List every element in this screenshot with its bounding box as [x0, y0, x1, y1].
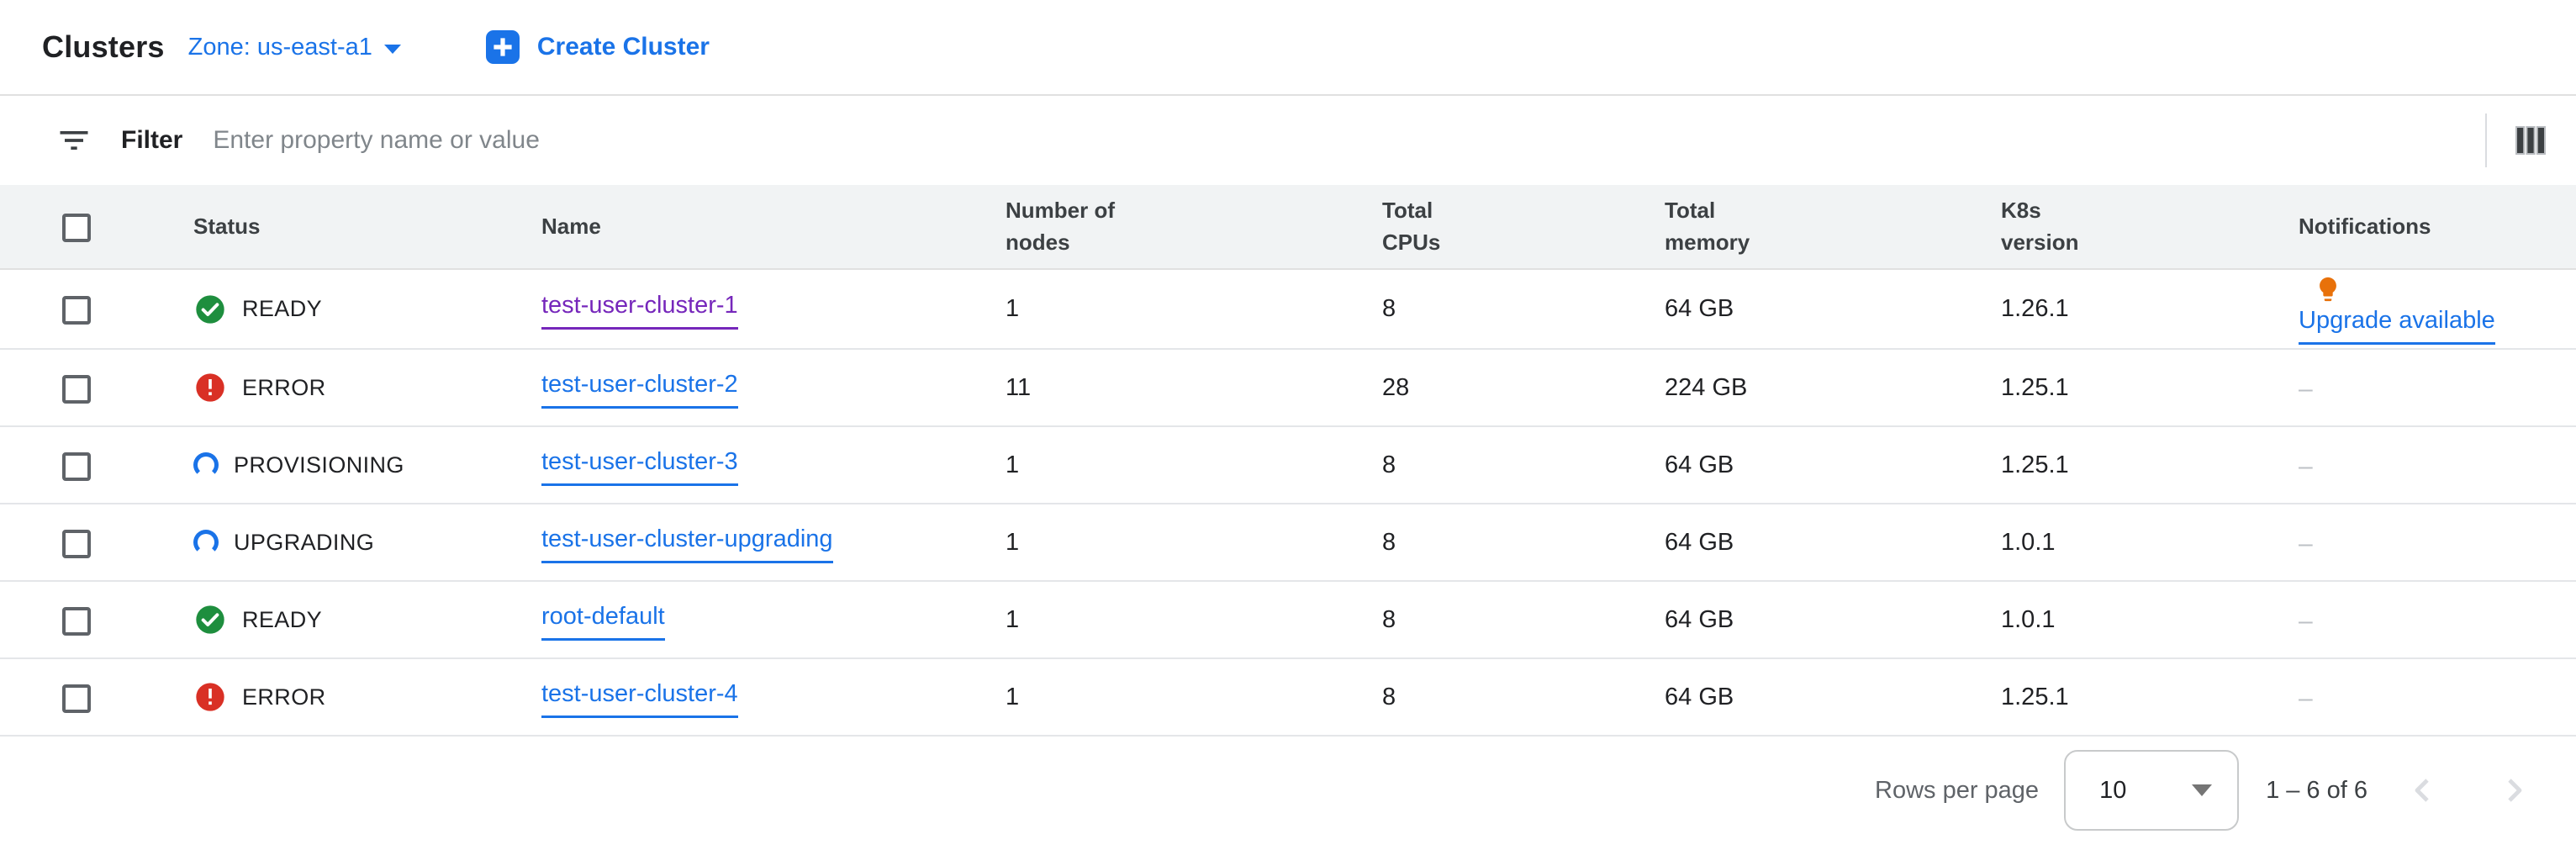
- row-checkbox[interactable]: [62, 607, 91, 636]
- column-header-cpus: Total CPUs: [1382, 197, 1441, 255]
- chevron-right-icon: [2508, 779, 2522, 802]
- memory-value: 64 GB: [1665, 580, 2001, 659]
- cpus-value: 8: [1382, 657, 1665, 737]
- blue-spinner-icon: [193, 530, 219, 556]
- status-badge: READY: [242, 296, 323, 322]
- column-header-memory: Total memory: [1665, 197, 1750, 255]
- blue-spinner-icon: [193, 452, 219, 478]
- rows-per-page-select[interactable]: 10: [2064, 750, 2240, 832]
- no-notification-dash: –: [2299, 606, 2313, 635]
- column-header-name: Name: [541, 213, 601, 239]
- red-exclamation-circle-icon: [196, 683, 224, 711]
- status-badge: UPGRADING: [234, 529, 375, 555]
- memory-value: 64 GB: [1665, 657, 2001, 737]
- status-badge: ERROR: [242, 374, 326, 400]
- column-display-icon: [2515, 126, 2546, 155]
- no-notification-dash: –: [2299, 529, 2313, 557]
- nodes-value: 1: [1006, 580, 1382, 659]
- cpus-value: 28: [1382, 348, 1665, 427]
- table-row: PROVISIONING test-user-cluster-3 1 8 64 …: [0, 425, 2576, 504]
- chevron-down-icon: [2192, 784, 2213, 797]
- nodes-value: 1: [1006, 503, 1382, 582]
- cpus-value: 8: [1382, 268, 1665, 350]
- cpus-value: 8: [1382, 503, 1665, 582]
- filter-input[interactable]: [213, 126, 2485, 155]
- rows-per-page-label: Rows per page: [1875, 776, 2040, 804]
- version-value: 1.25.1: [2001, 425, 2299, 504]
- add-icon: [485, 30, 520, 64]
- cpus-value: 8: [1382, 580, 1665, 659]
- no-notification-dash: –: [2299, 684, 2313, 712]
- chevron-down-icon: [383, 44, 401, 54]
- nodes-value: 11: [1006, 348, 1382, 427]
- table-header-row: Status Name Number of nodes Total CPUs T…: [0, 185, 2576, 269]
- row-checkbox[interactable]: [62, 375, 91, 404]
- pagination-range: 1 – 6 of 6: [2266, 776, 2367, 804]
- column-display-button[interactable]: [2509, 119, 2552, 162]
- cluster-name-link[interactable]: test-user-cluster-3: [541, 446, 738, 486]
- green-check-circle-icon: [196, 605, 224, 634]
- version-value: 1.26.1: [2001, 268, 2299, 350]
- red-exclamation-circle-icon: [196, 373, 224, 402]
- table-row: UPGRADING test-user-cluster-upgrading 1 …: [0, 503, 2576, 582]
- orange-lightbulb-icon: [2320, 277, 2336, 302]
- nodes-value: 1: [1006, 268, 1382, 350]
- column-header-notifications: Notifications: [2299, 213, 2431, 239]
- rows-per-page-value: 10: [2099, 776, 2127, 804]
- filter-label: Filter: [121, 126, 183, 154]
- upgrade-available-link[interactable]: Upgrade available: [2299, 305, 2495, 346]
- divider: [2485, 114, 2487, 167]
- row-checkbox[interactable]: [62, 296, 91, 325]
- nodes-value: 1: [1006, 425, 1382, 504]
- cluster-name-link[interactable]: test-user-cluster-1: [541, 290, 738, 330]
- no-notification-dash: –: [2299, 374, 2313, 403]
- filter-list-icon: [60, 131, 88, 150]
- create-cluster-button[interactable]: Create Cluster: [485, 29, 710, 65]
- select-all-checkbox[interactable]: [62, 213, 91, 242]
- no-notification-dash: –: [2299, 451, 2313, 480]
- zone-selector-label: Zone: us-east-a1: [187, 33, 372, 61]
- row-checkbox[interactable]: [62, 452, 91, 482]
- green-check-circle-icon: [196, 294, 224, 324]
- page-title: Clusters: [42, 29, 165, 64]
- version-value: 1.0.1: [2001, 503, 2299, 582]
- filter-bar: Filter: [0, 96, 2576, 185]
- memory-value: 64 GB: [1665, 503, 2001, 582]
- create-cluster-label: Create Cluster: [536, 33, 710, 61]
- column-header-status: Status: [193, 213, 261, 239]
- status-badge: PROVISIONING: [234, 451, 404, 478]
- clusters-table: Status Name Number of nodes Total CPUs T…: [0, 185, 2576, 737]
- row-checkbox[interactable]: [62, 530, 91, 559]
- next-page-button[interactable]: [2497, 774, 2531, 807]
- table-row: ERROR test-user-cluster-2 11 28 224 GB 1…: [0, 348, 2576, 427]
- nodes-value: 1: [1006, 657, 1382, 737]
- table-row: READY test-user-cluster-1 1 8 64 GB 1.26…: [0, 268, 2576, 350]
- pagination-bar: Rows per page 10 1 – 6 of 6: [0, 737, 2576, 844]
- cluster-name-link[interactable]: test-user-cluster-2: [541, 369, 738, 409]
- table-row: ERROR test-user-cluster-4 1 8 64 GB 1.25…: [0, 657, 2576, 737]
- cluster-name-link[interactable]: root-default: [541, 601, 665, 641]
- version-value: 1.0.1: [2001, 580, 2299, 659]
- zone-selector[interactable]: Zone: us-east-a1: [188, 34, 401, 61]
- cluster-name-link[interactable]: test-user-cluster-upgrading: [541, 524, 833, 563]
- cpus-value: 8: [1382, 425, 1665, 504]
- memory-value: 64 GB: [1665, 268, 2001, 350]
- column-header-nodes: Number of nodes: [1006, 197, 1115, 255]
- table-row: READY root-default 1 8 64 GB 1.0.1 –: [0, 580, 2576, 659]
- cluster-name-link[interactable]: test-user-cluster-4: [541, 679, 738, 718]
- status-badge: ERROR: [242, 684, 326, 710]
- version-value: 1.25.1: [2001, 348, 2299, 427]
- previous-page-button[interactable]: [2406, 774, 2440, 807]
- memory-value: 64 GB: [1665, 425, 2001, 504]
- memory-value: 224 GB: [1665, 348, 2001, 427]
- column-header-version: K8s version: [2001, 197, 2079, 255]
- row-checkbox[interactable]: [62, 684, 91, 714]
- version-value: 1.25.1: [2001, 657, 2299, 737]
- page-header: Clusters Zone: us-east-a1 Create Cluster: [0, 0, 2576, 96]
- chevron-left-icon: [2415, 779, 2429, 802]
- status-badge: READY: [242, 606, 323, 632]
